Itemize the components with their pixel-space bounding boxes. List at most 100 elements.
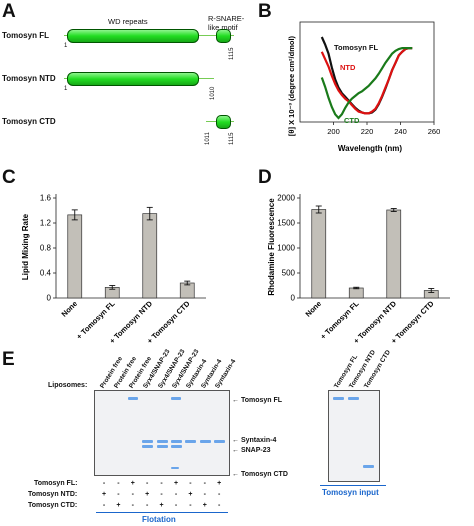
sign-cell: -	[174, 502, 178, 509]
d-y-tick-label-1: 500	[282, 269, 296, 278]
rsnare-label-line2: like motif	[208, 23, 238, 32]
legend-fl: Tomosyn FL	[334, 43, 378, 52]
sign-cell: -	[131, 491, 134, 498]
c-bar-2	[142, 213, 158, 299]
x-axis-label: Wavelength (nm)	[338, 144, 402, 153]
sign-cell: -	[189, 480, 192, 487]
band-label-snap23: ← SNAP-23	[232, 447, 271, 454]
sign-cell: +	[202, 502, 207, 509]
sign-cell: -	[174, 491, 178, 498]
sign-cell: -	[146, 502, 149, 509]
sign-cell: +	[101, 491, 107, 498]
row-label-fl: Tomosyn FL:	[34, 480, 78, 487]
start-fl: 1	[64, 43, 68, 49]
d-y-tick-label-3: 1500	[277, 219, 295, 228]
gel-band	[171, 467, 179, 469]
band-label-fl: ← Tomosyn FL	[232, 397, 283, 404]
band-label-syx4: ← Syntaxin-4	[232, 437, 277, 444]
row-label-ntd: Tomosyn NTD:	[28, 491, 78, 498]
d-y-axis-label: Rhodamine Fluorescence	[267, 198, 276, 296]
wd-domain-fl	[67, 29, 199, 43]
gel-band	[127, 397, 138, 400]
input-bracket	[320, 485, 386, 486]
gel-band	[199, 440, 211, 443]
rsnare-domain-ctd	[216, 115, 231, 129]
sign-cell: -	[102, 480, 106, 487]
row-name-ctd: Tomosyn CTD	[2, 117, 56, 126]
start-ntd: 1	[64, 86, 68, 92]
legend-ctd: CTD	[344, 116, 360, 125]
series-line-2	[320, 47, 413, 120]
panel-label-a: A	[2, 1, 16, 22]
domain-diagram-panel: WD repeats R-SNARE- like motif Tomosyn F…	[0, 0, 250, 160]
panel-label-c: C	[2, 167, 16, 188]
c-y-tick-label-1: 0.4	[40, 269, 52, 278]
sign-cell: +	[217, 480, 222, 487]
cd-spectrum-chart: 200 220 240 260 Tomosyn FL NTD CTD Waveleng…	[287, 21, 441, 153]
c-y-axis-label: Lipid Mixing Rate	[21, 213, 30, 280]
c-y-tick-label-0: 0	[47, 294, 52, 303]
x-tick-label-0: 200	[327, 127, 340, 136]
lipid-mixing-chart: Lipid Mixing Rate 0 0.4 0.8 1.2 1.6 None+ Tom…	[21, 194, 206, 346]
wd-domain-ntd	[67, 72, 199, 86]
input-band-1	[348, 397, 359, 400]
sign-cell: -	[160, 491, 163, 498]
gel-band	[156, 445, 168, 448]
legend-ntd: NTD	[340, 63, 356, 72]
band-label-ctd: ← Tomosyn CTD	[232, 471, 288, 478]
sign-cell: -	[146, 480, 149, 487]
x-tick-label-2: 240	[394, 127, 407, 136]
flotation-bracket	[96, 512, 228, 513]
sign-cell: -	[218, 502, 221, 509]
plot-frame	[299, 21, 435, 123]
sign-cell: -	[131, 502, 134, 509]
sign-cell: -	[102, 502, 106, 509]
sign-cell: -	[117, 491, 120, 498]
band-label-snap23-text: SNAP-23	[240, 447, 271, 454]
panel-label-d: D	[258, 167, 272, 188]
sign-cell: -	[218, 491, 221, 498]
sign-cell: -	[160, 480, 163, 487]
d-y-tick-label-2: 1000	[277, 244, 295, 253]
c-category-label-1: + Tomosyn FL	[75, 299, 117, 341]
input-band-2	[363, 465, 374, 468]
gel-band	[171, 440, 182, 443]
d-bar-0	[311, 209, 327, 299]
band-label-fl-text: Tomosyn FL	[240, 397, 283, 404]
c-y-tick-label-2: 0.8	[40, 244, 52, 253]
band-label-ctd-text: Tomosyn CTD	[240, 471, 288, 478]
end-fl: 1115	[229, 47, 235, 60]
flotation-gel	[94, 390, 230, 476]
gel-band	[214, 440, 226, 443]
sign-cell: -	[203, 480, 206, 487]
row-name-ntd: Tomosyn NTD	[2, 74, 56, 83]
c-y-tick-label-4: 1.6	[40, 194, 52, 203]
sign-cell: -	[203, 491, 206, 498]
x-tick-label-3: 260	[428, 127, 441, 136]
y-axis-label: [θ] X 10⁻³ (degree cm²/dmol)	[287, 35, 296, 136]
sign-cell: -	[117, 480, 120, 487]
input-band-0	[333, 397, 344, 400]
sign-cell: +	[159, 502, 164, 509]
d-category-label-0: None	[304, 299, 324, 319]
c-category-label-0: None	[60, 299, 80, 319]
input-caption: Tomosyn input	[322, 488, 379, 497]
d-bar-1	[348, 287, 364, 299]
sign-cell: +	[145, 491, 150, 498]
row-label-ctd: Tomosyn CTD:	[28, 502, 78, 509]
panel-label-e: E	[2, 349, 15, 370]
row-name-fl: Tomosyn FL	[2, 31, 49, 40]
band-label-syx4-text: Syntaxin-4	[240, 437, 277, 444]
sign-cell: +	[188, 491, 193, 498]
gel-band	[171, 445, 182, 448]
rhodamine-chart: Rhodamine Fluorescence 0 500 1000 1500 2000 N…	[267, 194, 450, 346]
gel-band	[142, 440, 154, 443]
d-y-tick-label-0: 0	[291, 294, 296, 303]
sign-cell: +	[116, 502, 121, 509]
d-bar-2	[386, 209, 402, 299]
gel-band	[142, 445, 154, 448]
gel-band	[185, 440, 197, 443]
sign-cell: +	[130, 480, 135, 487]
d-category-label-1: + Tomosyn FL	[319, 299, 361, 341]
c-bar-0	[67, 214, 83, 299]
